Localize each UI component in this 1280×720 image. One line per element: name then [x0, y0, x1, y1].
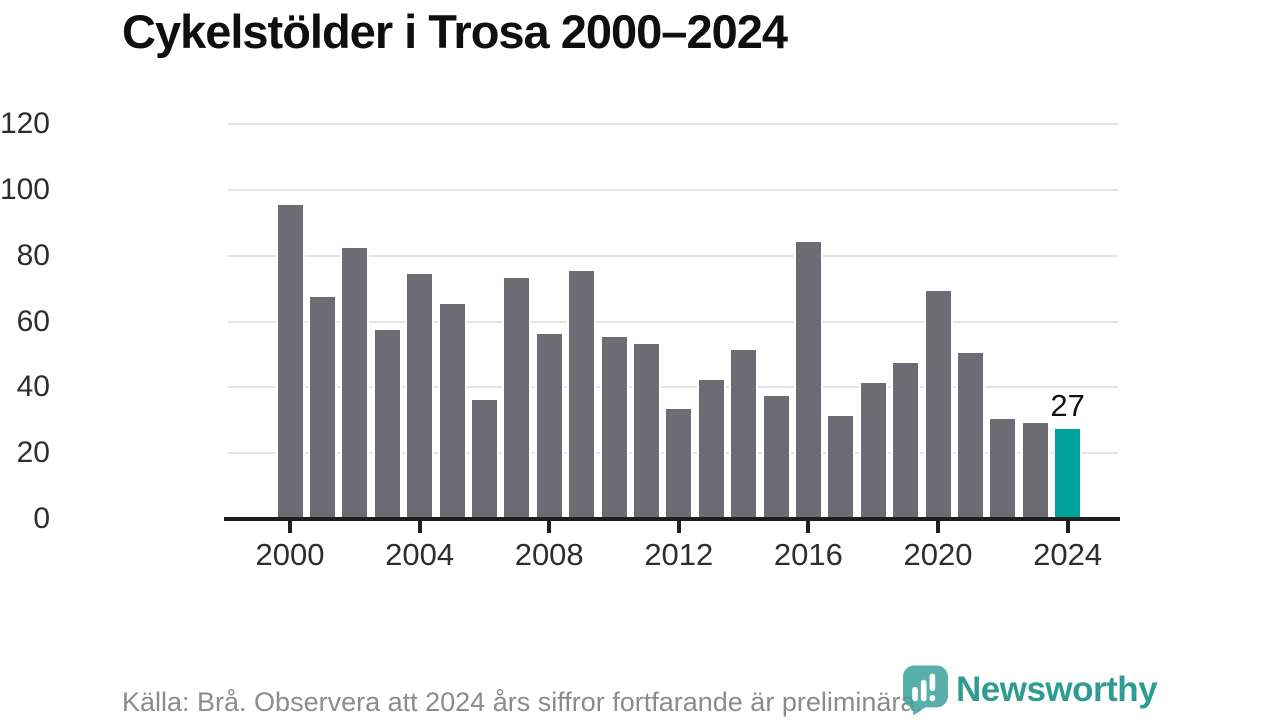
bar-2022 — [988, 419, 1018, 518]
source-note: Källa: Brå. Observera att 2024 års siffr… — [122, 687, 923, 717]
bar-2004 — [405, 274, 435, 518]
x-axis-tick-2020 — [936, 521, 940, 533]
bar-2006 — [469, 399, 499, 518]
y-axis-label-20: 20 — [16, 436, 50, 470]
x-axis-label-2020: 2020 — [903, 537, 973, 572]
y-axis-label-60: 60 — [16, 304, 50, 338]
newsworthy-speech-bubble-bar-chart-icon — [903, 665, 948, 716]
bar-2020 — [923, 290, 953, 518]
newsworthy-logo: Newsworthy — [902, 664, 1158, 716]
bar-2009 — [567, 271, 597, 518]
y-axis-label-120: 120 — [0, 107, 50, 140]
bar-2011 — [631, 343, 661, 518]
gridline-60 — [228, 320, 1118, 323]
y-axis-label-40: 40 — [16, 370, 50, 404]
chart-title: Cykelstölder i Trosa 2000–2024 — [122, 5, 788, 58]
bar-2016 — [793, 241, 823, 518]
bar-chart-plot-area: 0 20 40 60 80 100 120 27 2000 2004 2008 2012 2016 202… — [0, 107, 1120, 572]
bar-2024 — [1053, 429, 1083, 518]
bar-2001 — [307, 297, 337, 518]
gridline-100 — [228, 188, 1118, 191]
x-axis-tick-2016 — [806, 521, 811, 533]
x-axis-label-2000: 2000 — [255, 537, 325, 572]
bar-2013 — [696, 379, 726, 518]
gridline-80 — [228, 254, 1118, 257]
bar-2010 — [599, 336, 629, 518]
x-axis-tick-2000 — [288, 521, 292, 533]
gridline-120 — [228, 123, 1118, 125]
bar-2014 — [729, 350, 759, 518]
bar-2005 — [437, 304, 467, 518]
bar-2021 — [955, 353, 985, 518]
x-axis-baseline — [224, 517, 1120, 521]
bar-2007 — [502, 277, 532, 518]
bar-2023 — [1020, 422, 1050, 518]
x-axis-tick-2024 — [1065, 521, 1070, 533]
x-axis-tick-2008 — [547, 521, 552, 533]
y-axis-label-0: 0 — [33, 502, 50, 535]
x-axis-label-2012: 2012 — [644, 537, 714, 572]
x-axis-label-2024: 2024 — [1033, 537, 1103, 572]
bar-2017 — [826, 415, 856, 518]
x-axis-label-2004: 2004 — [385, 537, 455, 572]
newsworthy-wordmark: Newsworthy — [956, 670, 1158, 709]
x-axis-tick-2004 — [417, 521, 422, 533]
bar-2002 — [340, 248, 370, 518]
x-axis-tick-2012 — [676, 521, 681, 533]
bar-2012 — [664, 409, 694, 518]
gridline-40 — [228, 386, 1118, 389]
x-axis-label-2016: 2016 — [773, 537, 843, 572]
highlight-value-label: 27 — [1050, 388, 1085, 424]
bar-2000 — [275, 205, 305, 518]
bar-2018 — [858, 383, 888, 518]
bar-2015 — [761, 396, 791, 518]
y-axis-label-100: 100 — [0, 172, 50, 206]
bar-2008 — [534, 333, 564, 518]
y-axis-label-80: 80 — [16, 238, 50, 272]
x-axis-label-2008: 2008 — [514, 537, 584, 572]
bar-2019 — [891, 363, 921, 518]
bar-2003 — [372, 330, 402, 518]
